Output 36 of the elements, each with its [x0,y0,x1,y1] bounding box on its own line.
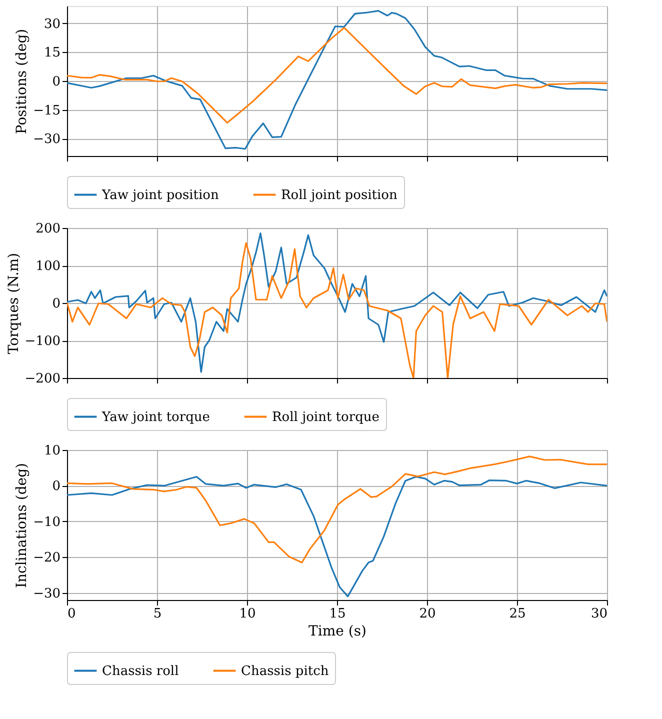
y-axis-title: Positions (deg) [14,28,30,134]
line-series [67,26,607,124]
y-tick-label: −30 [33,132,60,148]
y-tick-label: −30 [33,586,60,602]
x-tick-label: 25 [509,606,526,622]
legend-label: Chassis pitch [241,664,330,679]
y-tick-label: 30 [44,16,60,32]
line-series [67,476,607,598]
y-tick-label: 200 [36,222,60,236]
x-tick-label: 0 [68,606,76,622]
y-axis-title: Inclinations (deg) [14,462,30,588]
x-tick-label: 15 [329,606,346,622]
y-tick-label: −20 [33,550,60,566]
legend-label: Roll joint torque [272,410,380,425]
y-tick-label: −15 [33,103,60,118]
y-tick-label: −100 [24,334,60,349]
x-axis-title: Time (s) [308,624,366,640]
x-tick-label: 20 [419,606,436,622]
y-tick-label: −10 [33,514,60,530]
line-series [67,456,607,564]
y-tick-label: 15 [44,46,60,61]
y-tick-label: 10 [44,444,60,458]
legend-label: Yaw joint position [101,188,220,203]
legend-label: Chassis roll [102,664,179,679]
legend-label: Yaw joint torque [101,410,210,425]
y-tick-label: 0 [52,479,60,494]
legend-label: Roll joint position [281,188,398,203]
y-tick-label: 100 [36,259,60,274]
line-series [67,10,607,150]
y-tick-label: −200 [24,372,60,386]
x-tick-label: 30 [590,606,608,622]
x-tick-label: 10 [239,606,256,622]
y-tick-label: 0 [52,296,60,312]
y-axis-title: Torques (N.m) [6,252,22,354]
x-tick-label: 5 [153,606,162,622]
y-tick-label: 0 [52,74,60,90]
